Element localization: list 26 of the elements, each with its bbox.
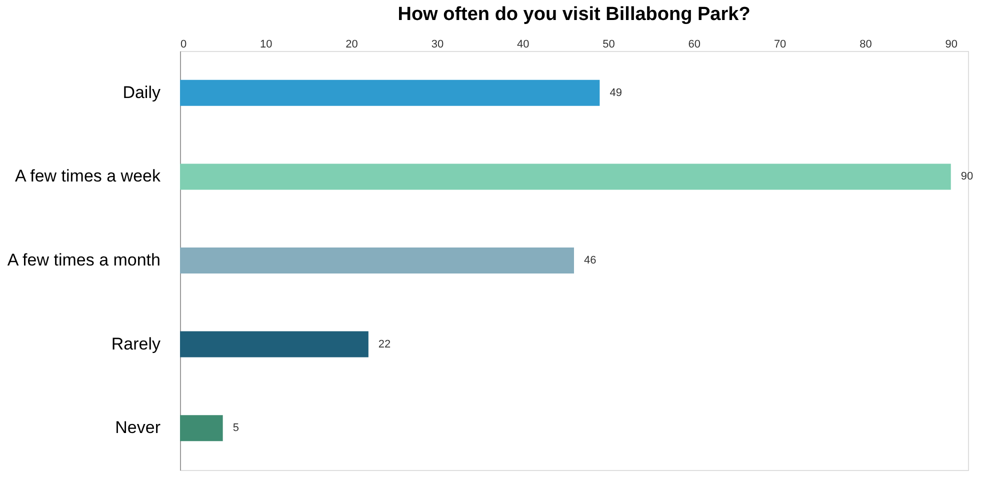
x-tick-label: 70 <box>774 38 786 50</box>
x-tick-label: 50 <box>602 38 615 50</box>
y-tick-label: Daily <box>122 82 161 102</box>
bar <box>180 415 223 442</box>
y-tick-label: Never <box>115 418 161 438</box>
data-label: 46 <box>584 254 596 266</box>
data-label: 90 <box>960 170 974 183</box>
x-tick-label: 80 <box>860 38 872 50</box>
x-tick-label: 10 <box>260 38 272 50</box>
x-tick-label: 30 <box>431 38 444 50</box>
x-tick-label: 60 <box>688 38 701 50</box>
y-tick-label: A few times a week <box>14 166 161 186</box>
data-label: 22 <box>378 338 391 350</box>
data-label: 5 <box>232 422 239 434</box>
bar <box>180 80 600 106</box>
x-tick-label: 20 <box>346 38 358 50</box>
bar <box>180 164 951 190</box>
chart-title: How often do you visit Billabong Park? <box>398 4 750 25</box>
y-tick-label: Rarely <box>111 334 161 354</box>
x-tick-label: 0 <box>180 38 187 50</box>
bar <box>180 331 368 358</box>
y-tick-label: A few times a month <box>7 250 160 270</box>
x-tick-label: 90 <box>945 38 958 50</box>
data-label: 49 <box>610 86 622 99</box>
bar <box>180 248 574 274</box>
x-tick-label: 40 <box>516 38 530 50</box>
